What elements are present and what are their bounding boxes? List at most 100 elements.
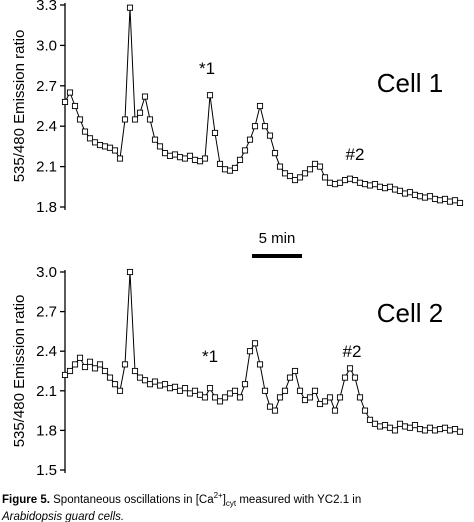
data-point <box>351 374 359 381</box>
data-point <box>246 348 254 355</box>
data-point <box>71 102 79 110</box>
data-point <box>251 123 259 130</box>
data-point <box>91 365 99 372</box>
data-point <box>216 160 224 167</box>
data-point <box>66 367 74 375</box>
data-point <box>401 423 409 430</box>
data-point <box>76 116 84 123</box>
data-point <box>261 387 269 394</box>
data-point <box>161 150 169 157</box>
data-point <box>156 143 164 150</box>
data-point <box>231 387 239 394</box>
y-axis-label: 535/480 Emission ratio <box>11 30 28 183</box>
data-point <box>321 398 329 405</box>
data-point <box>386 424 394 431</box>
data-point <box>336 394 344 401</box>
scale-bar-label: 5 min <box>259 230 296 247</box>
annotation: *1 <box>199 59 215 78</box>
data-point <box>246 136 254 143</box>
data-point <box>356 394 364 401</box>
data-point <box>181 385 189 392</box>
data-point <box>261 123 269 130</box>
data-point <box>436 197 444 204</box>
data-point <box>391 427 399 434</box>
data-point <box>441 424 449 431</box>
data-point <box>426 193 434 200</box>
data-point <box>366 416 374 423</box>
data-point <box>201 394 209 401</box>
data-point <box>186 390 194 397</box>
data-point <box>86 358 94 365</box>
data-point <box>451 197 459 204</box>
data-point <box>311 160 319 167</box>
data-point <box>226 167 234 174</box>
data-point <box>86 135 94 142</box>
data-point <box>406 424 414 431</box>
data-point <box>251 340 259 347</box>
data-point <box>306 394 314 401</box>
data-point <box>126 4 134 11</box>
data-point <box>266 403 274 410</box>
caption-text: measured with YC2.1 in <box>236 494 361 506</box>
data-point <box>311 387 319 394</box>
data-point <box>316 400 324 408</box>
data-point <box>386 183 394 190</box>
data-point <box>451 426 459 433</box>
data-point <box>211 394 219 401</box>
data-point <box>416 426 424 433</box>
data-point <box>196 158 204 165</box>
data-point <box>176 154 184 161</box>
data-point <box>286 374 294 381</box>
data-point <box>96 361 104 368</box>
y-tick-label: 3.3 <box>36 0 57 14</box>
data-point <box>421 427 429 434</box>
data-point <box>236 394 244 401</box>
data-point <box>111 381 119 388</box>
data-point <box>391 186 399 193</box>
data-point <box>166 385 174 392</box>
data-point <box>396 187 404 194</box>
data-point <box>121 116 129 123</box>
data-point <box>436 426 444 433</box>
y-tick-label: 2.7 <box>36 304 57 321</box>
data-point <box>376 423 384 430</box>
data-point <box>296 387 304 394</box>
data-point <box>146 116 154 123</box>
data-point <box>446 427 454 434</box>
annotation: *1 <box>202 347 218 366</box>
y-tick-label: 1.8 <box>36 199 57 216</box>
data-point <box>306 166 314 173</box>
data-point <box>381 185 389 192</box>
data-point <box>241 147 249 154</box>
y-axis-label: 535/480 Emission ratio <box>11 295 28 448</box>
data-point <box>331 407 339 414</box>
data-point <box>131 116 139 123</box>
data-point <box>211 129 219 136</box>
data-point <box>411 191 419 198</box>
data-point <box>356 179 364 186</box>
data-point <box>266 132 274 139</box>
data-point <box>151 136 159 143</box>
data-point <box>71 361 79 368</box>
caption-text: ] <box>223 494 226 506</box>
y-tick-label: 1.5 <box>36 462 57 479</box>
data-point <box>346 175 354 182</box>
data-point <box>371 420 379 427</box>
data-point <box>351 177 359 184</box>
data-point <box>241 381 249 388</box>
trace-line <box>64 271 461 433</box>
data-point <box>96 142 104 149</box>
data-point <box>256 361 264 368</box>
data-point <box>136 374 144 381</box>
data-point <box>346 365 354 372</box>
data-point <box>301 396 309 404</box>
data-point <box>431 427 439 434</box>
data-point <box>61 98 69 106</box>
data-point <box>91 139 99 146</box>
data-point <box>141 377 149 384</box>
data-point <box>141 93 149 100</box>
data-point <box>226 390 234 397</box>
data-point <box>61 371 69 379</box>
caption-sub: cyt <box>226 499 237 508</box>
